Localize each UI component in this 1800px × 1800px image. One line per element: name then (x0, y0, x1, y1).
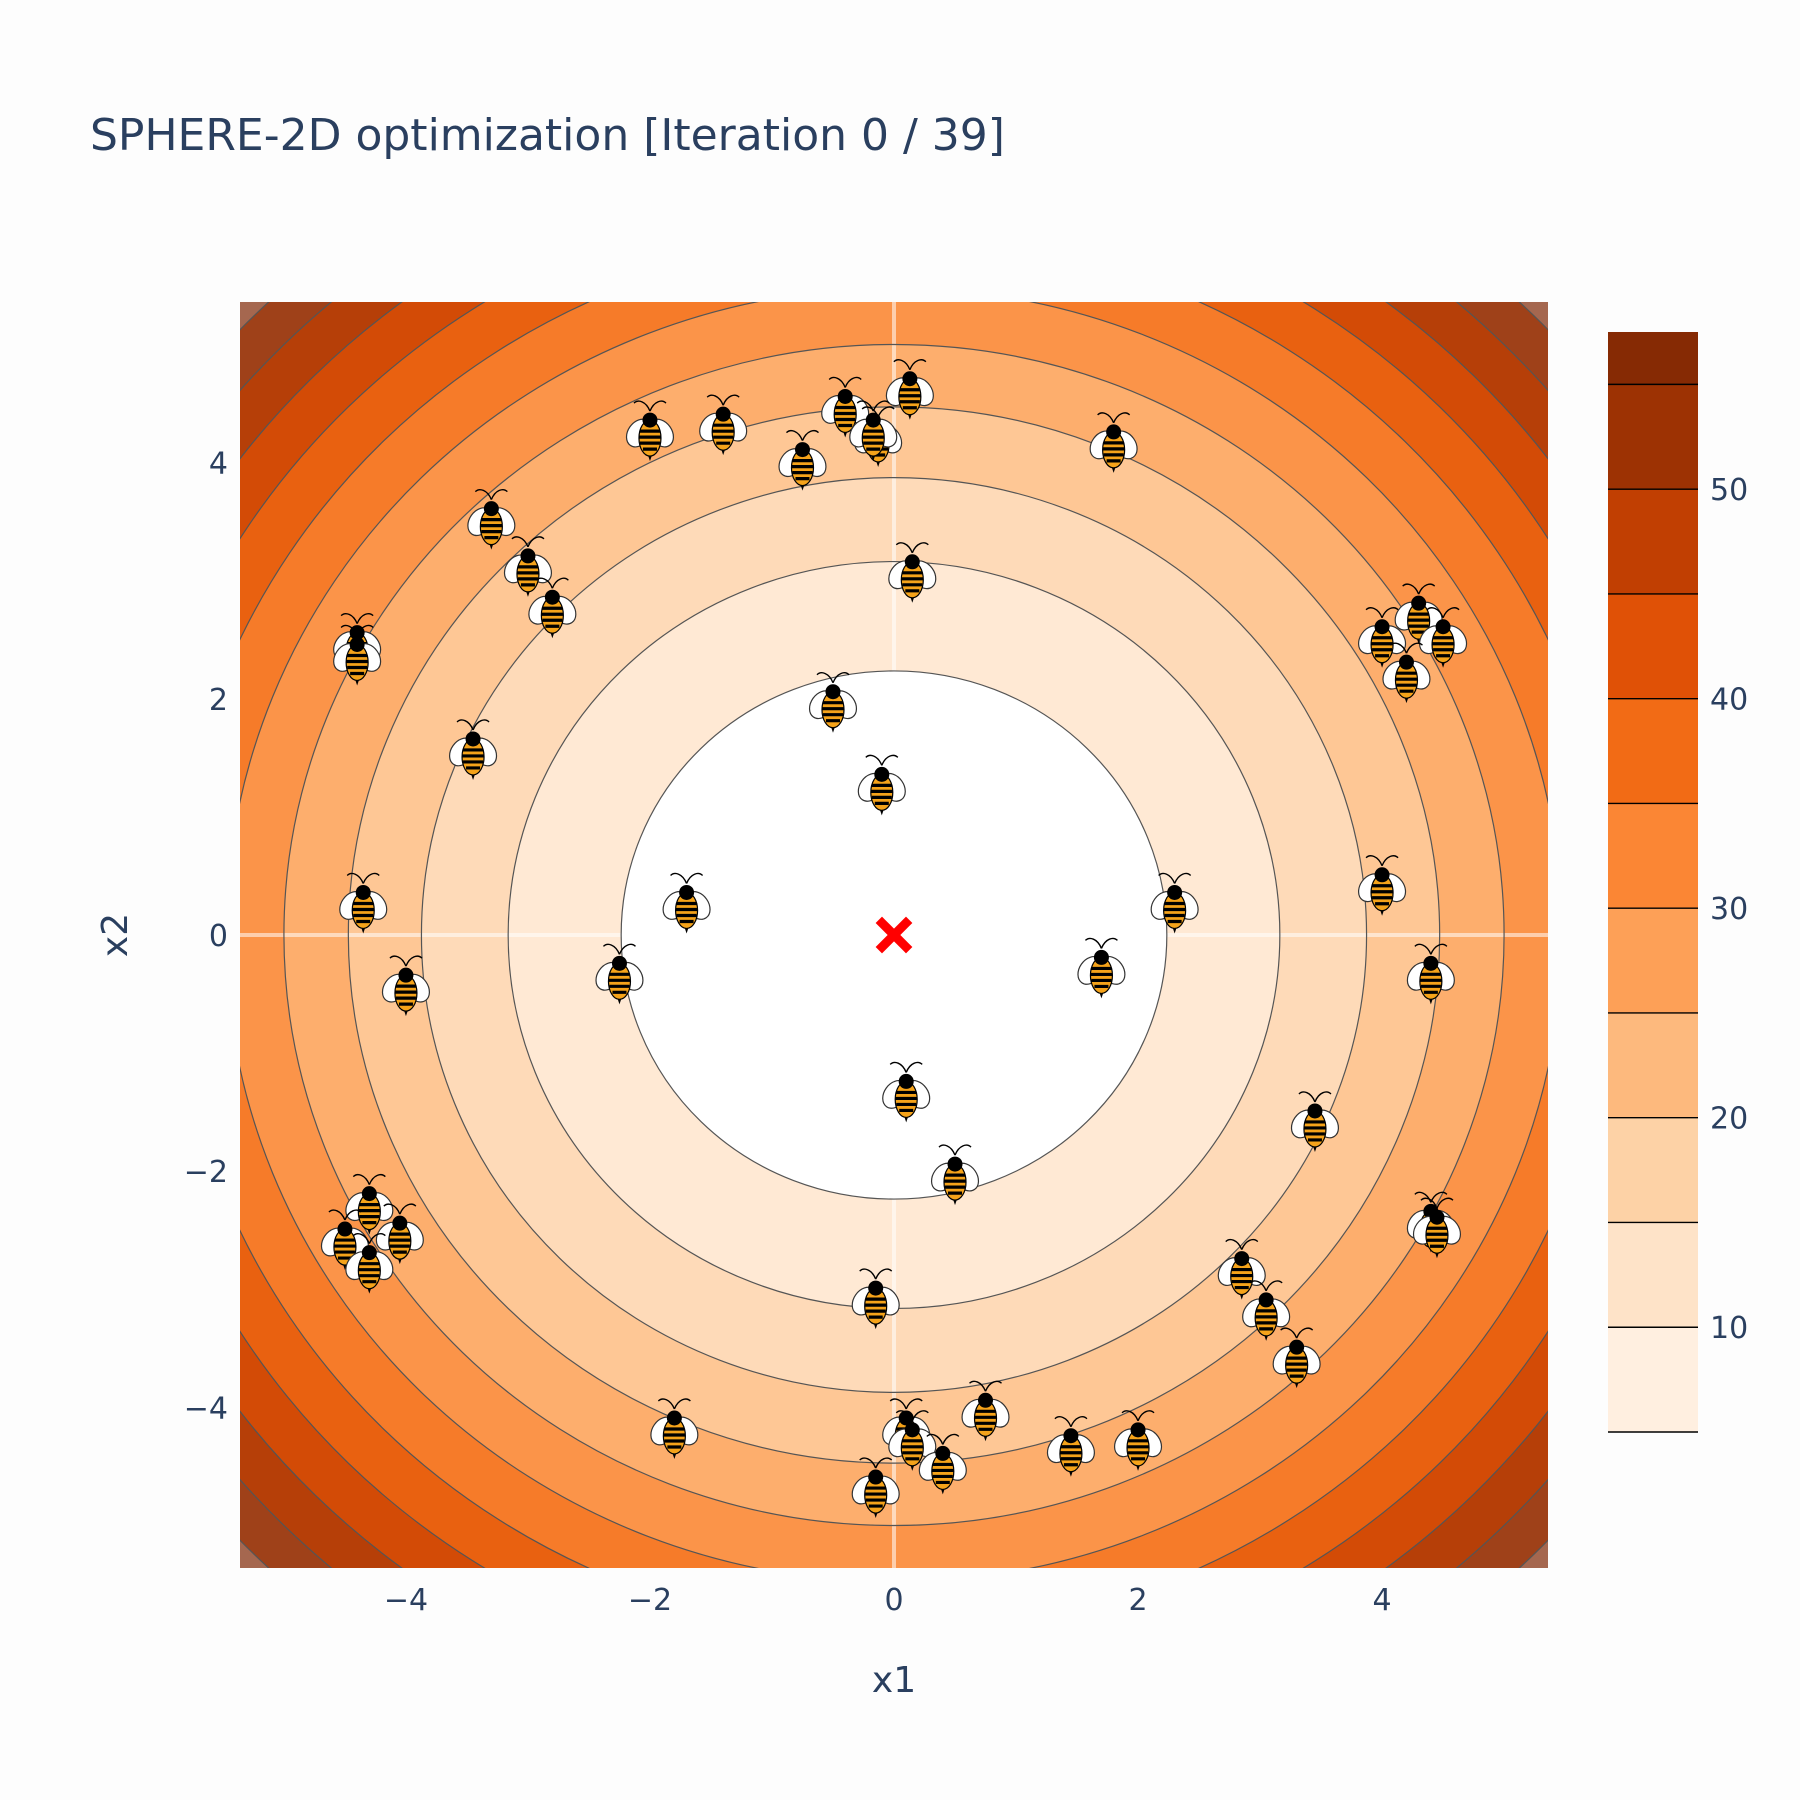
colorbar-tick-label: 30 (1710, 892, 1748, 927)
y-axis-ticks: −4 −2 0 2 4 (184, 447, 228, 1427)
x-axis-title: x1 (872, 1660, 916, 1701)
colorbar-band (1608, 1012, 1698, 1118)
x-tick-label: −4 (384, 1583, 428, 1618)
x-tick-label: 2 (1128, 1583, 1147, 1618)
x-tick-label: 4 (1373, 1583, 1392, 1618)
y-axis-title: x2 (95, 913, 136, 957)
colorbar-band (1608, 332, 1698, 385)
optimum-marker (875, 916, 913, 954)
y-tick-label: 2 (209, 683, 228, 718)
colorbar-tick-label: 50 (1710, 473, 1748, 508)
y-tick-label: −4 (184, 1391, 228, 1426)
colorbar-lines (1608, 383, 1698, 1433)
optimum-x-mark (875, 916, 913, 954)
chart-title: SPHERE-2D optimization [Iteration 0 / 39… (90, 110, 1005, 161)
contour-line (420, 477, 1368, 1393)
x-tick-label: 0 (884, 1583, 903, 1618)
colorbar-ticks: 10 20 30 40 50 (1710, 473, 1748, 1346)
colorbar-tick-label: 20 (1710, 1102, 1748, 1137)
colorbar-band (1608, 1117, 1698, 1223)
colorbar-band (1608, 593, 1698, 699)
contour-line (283, 343, 1505, 1527)
colorbar-band (1608, 908, 1698, 1013)
colorbar-band (1608, 1327, 1698, 1432)
y-tick-label: 0 (209, 919, 228, 954)
colorbar-bands (1608, 332, 1698, 1432)
colorbar: 10 20 30 40 50 (1608, 332, 1748, 1433)
contour-line (347, 406, 1441, 1464)
y-tick-label: 4 (209, 447, 228, 482)
colorbar-band (1608, 803, 1698, 909)
colorbar-band (1608, 1222, 1698, 1328)
x-tick-label: −2 (628, 1583, 672, 1618)
colorbar-tick-label: 40 (1710, 683, 1748, 718)
colorbar-tick-label: 10 (1710, 1311, 1748, 1346)
plot-area (240, 302, 1548, 1568)
colorbar-band (1608, 489, 1698, 594)
y-tick-label: −2 (184, 1155, 228, 1190)
contour-line (620, 670, 1168, 1200)
colorbar-band (1608, 384, 1698, 490)
x-axis-ticks: −4 −2 0 2 4 (384, 1583, 1392, 1618)
colorbar-band (1608, 698, 1698, 804)
